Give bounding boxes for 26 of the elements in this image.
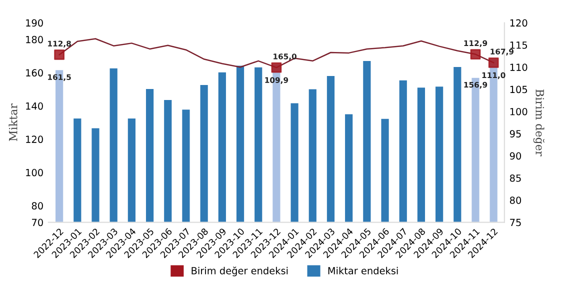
y2-axis-title: Birim değer [533,89,545,156]
y-tick-label: 120 [26,136,43,144]
point [271,62,282,73]
y-tick-label: 80 [32,202,43,210]
y-axis-title: Miktar [8,104,18,142]
y2-tick-label: 90 [510,152,522,160]
y2-tick-label: 80 [510,196,522,204]
y2-tick-label: 75 [510,218,521,226]
y-tick-label: 180 [26,36,43,44]
y-tick-label: 160 [26,69,43,77]
y2-tick-label: 85 [510,174,521,182]
point [470,49,481,60]
y2-tick-label: 115 [510,42,528,49]
legend-label: Miktar endeksi [328,266,398,274]
y2-tick-label: 100 [510,108,528,116]
legend-label: Birim değer endeksi [192,266,288,276]
point [54,50,65,60]
y-tick-label: 140 [26,102,43,110]
y2-tick-label: 95 [510,130,521,138]
y-tick-label: 190 [26,19,43,27]
y2-tick-label: 110 [510,64,528,71]
y2-tick-label: 120 [510,19,528,27]
y2-tick-label: 105 [510,86,528,94]
y-tick-label: 100 [26,168,43,176]
y-tick-label: 70 [32,218,43,226]
point [488,58,499,68]
